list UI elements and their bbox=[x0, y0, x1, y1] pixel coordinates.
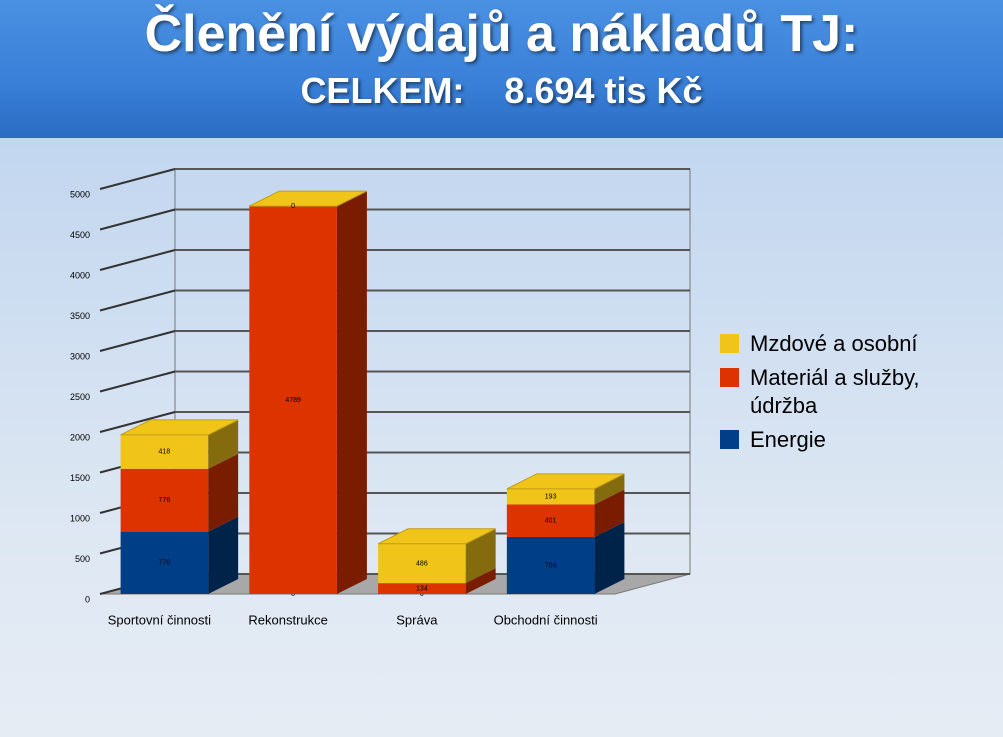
bar-top bbox=[377, 528, 496, 545]
bar-side bbox=[465, 568, 496, 594]
legend-swatch bbox=[720, 334, 739, 353]
legend-swatch bbox=[720, 368, 739, 387]
bar bbox=[249, 206, 337, 594]
y-tick-label: 4000 bbox=[70, 270, 90, 280]
data-label: 770 bbox=[159, 560, 171, 567]
legend-swatch bbox=[720, 430, 739, 449]
y-tick-label: 2000 bbox=[70, 432, 90, 442]
data-label: 704 bbox=[545, 562, 557, 569]
legend-label: Materiál a služby, údržba bbox=[750, 365, 920, 418]
x-tick-label: Obchodní činnosti bbox=[494, 612, 598, 627]
y-tick-label: 500 bbox=[75, 554, 90, 564]
bar bbox=[378, 583, 466, 594]
bar bbox=[506, 536, 595, 594]
grid-line bbox=[99, 168, 176, 190]
bar bbox=[120, 468, 209, 532]
data-label: 486 bbox=[416, 560, 428, 567]
legend-item: Energie bbox=[720, 426, 920, 454]
grid-line bbox=[99, 289, 176, 312]
grid-line bbox=[99, 370, 176, 393]
y-tick-label: 2500 bbox=[70, 392, 90, 402]
bar-side bbox=[594, 521, 625, 594]
bar-top bbox=[249, 190, 368, 207]
y-tick-label: 1500 bbox=[70, 473, 90, 483]
legend-label: Mzdové a osobní bbox=[750, 331, 918, 356]
legend-item: Materiál a služby, údržba bbox=[720, 364, 920, 420]
data-label: 134 bbox=[416, 585, 428, 592]
bar bbox=[120, 531, 209, 594]
legend-item: Mzdové a osobní bbox=[720, 330, 920, 358]
data-label: 4789 bbox=[285, 397, 301, 404]
bar-side bbox=[594, 489, 625, 537]
x-tick-label: Správa bbox=[396, 612, 438, 627]
grid-line bbox=[99, 411, 176, 433]
data-label: 193 bbox=[545, 494, 557, 501]
bar-side bbox=[336, 191, 367, 594]
data-label: 418 bbox=[159, 449, 171, 456]
bar-side bbox=[465, 528, 496, 584]
bar bbox=[506, 504, 595, 537]
bar-top bbox=[506, 473, 625, 490]
bar-side bbox=[208, 453, 239, 532]
grid-line bbox=[99, 330, 176, 352]
legend: Mzdové a osobní Materiál a služby, údržba… bbox=[720, 330, 920, 460]
header-band bbox=[0, 0, 1003, 138]
grid-line bbox=[99, 208, 176, 231]
y-tick-label: 1000 bbox=[70, 513, 90, 523]
y-tick-label: 4500 bbox=[70, 230, 90, 240]
bar-side bbox=[208, 419, 239, 469]
title: Členění výdajů a nákladů TJ: bbox=[144, 5, 859, 63]
data-label: 0 bbox=[420, 591, 424, 598]
y-tick-label: 5000 bbox=[70, 189, 90, 199]
bar bbox=[378, 543, 466, 584]
bar-top bbox=[120, 419, 239, 436]
data-label: 401 bbox=[545, 518, 557, 525]
data-label: 0 bbox=[291, 203, 295, 210]
x-tick-label: Sportovní činnosti bbox=[108, 612, 211, 627]
grid-line bbox=[99, 249, 176, 271]
x-tick-label: Rekonstrukce bbox=[248, 612, 327, 627]
data-label: 0 bbox=[291, 591, 295, 598]
data-label: 776 bbox=[159, 497, 171, 504]
y-tick-label: 3500 bbox=[70, 311, 90, 321]
bar bbox=[506, 488, 595, 505]
bar bbox=[120, 434, 209, 469]
legend-label: Energie bbox=[750, 427, 826, 452]
bar-side bbox=[208, 516, 239, 594]
subtitle: CELKEM: 8.694 tis Kč bbox=[300, 70, 703, 111]
bar-side bbox=[594, 473, 625, 505]
y-tick-label: 3000 bbox=[70, 351, 90, 361]
y-tick-label: 0 bbox=[85, 594, 90, 604]
